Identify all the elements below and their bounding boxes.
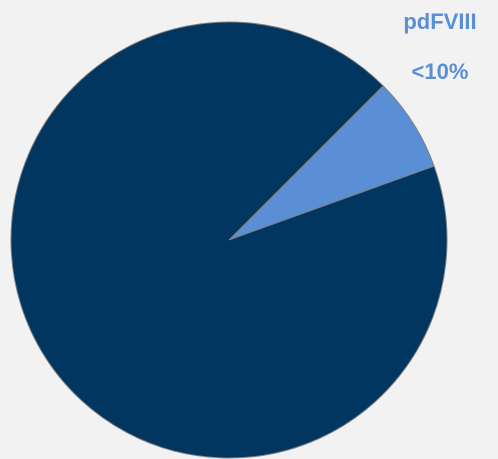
slice-value-label: <10% bbox=[412, 59, 469, 84]
slice-label: pdFVIII bbox=[403, 9, 476, 34]
pie-slice bbox=[10, 21, 448, 459]
